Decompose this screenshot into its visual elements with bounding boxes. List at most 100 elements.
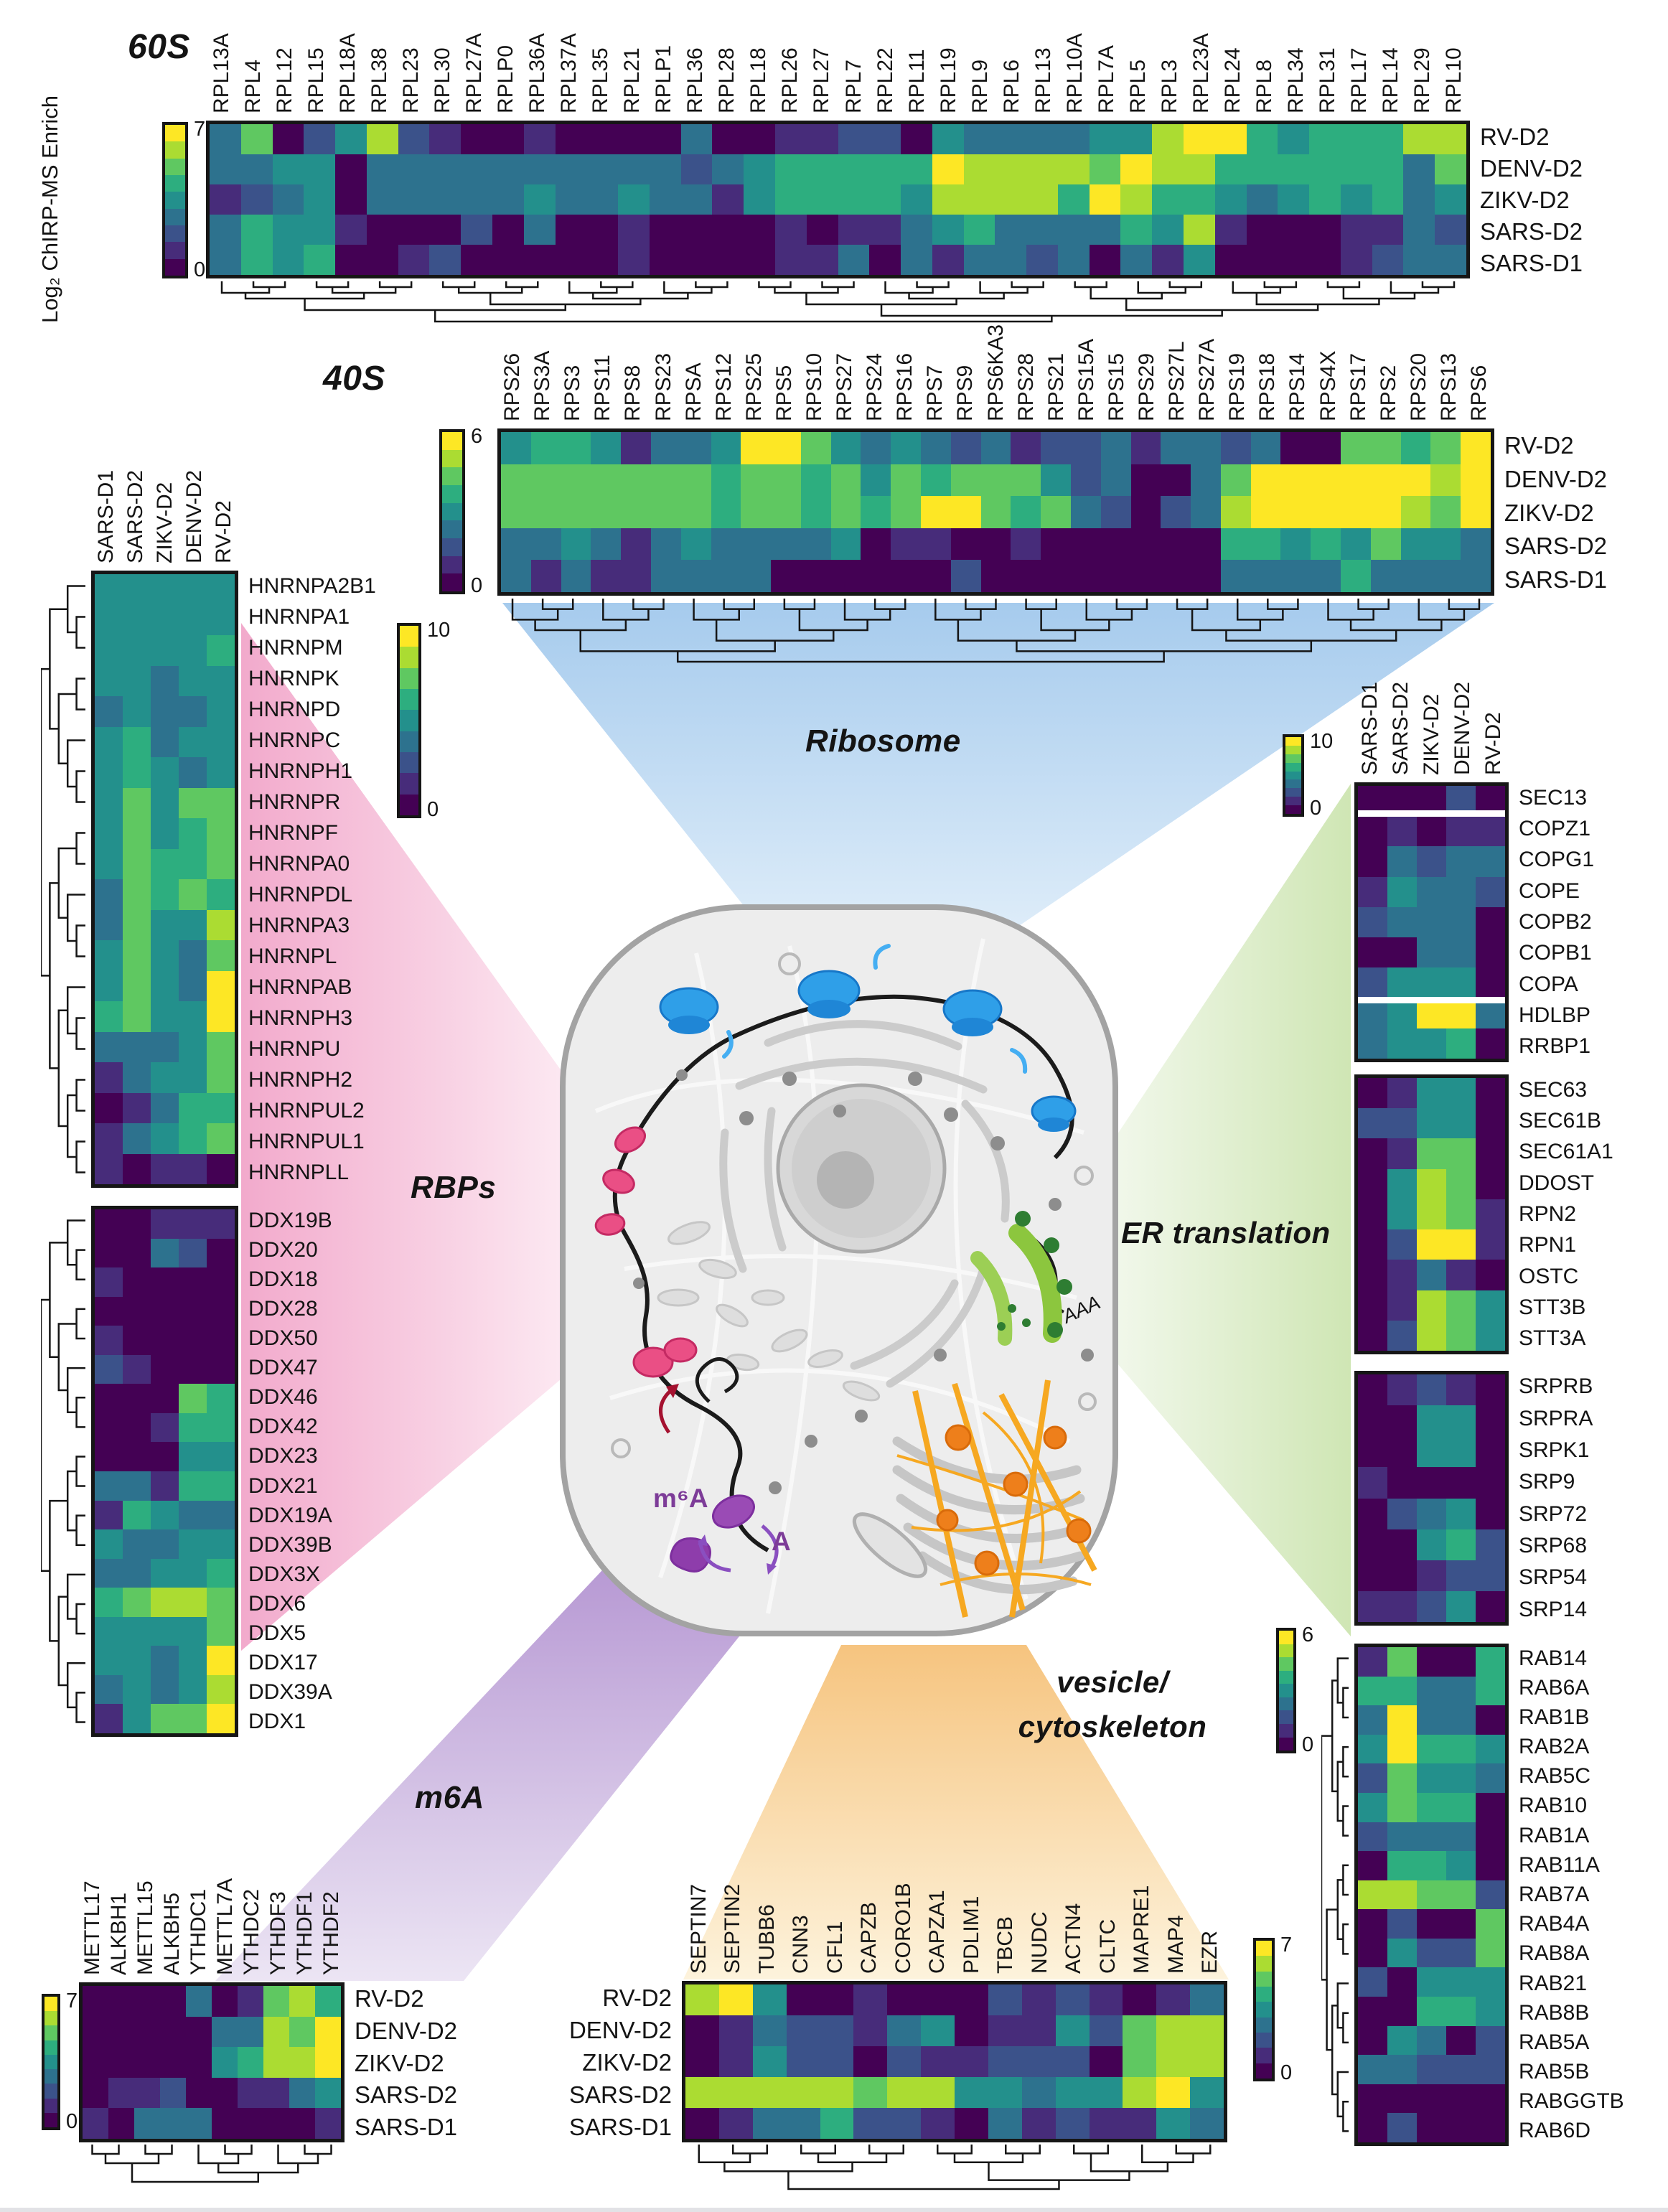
heatmap-cell (179, 1267, 207, 1297)
heatmap-cell (820, 2046, 854, 2077)
dendrogram (91, 2145, 332, 2183)
heatmap-cell (561, 464, 591, 497)
colorbar-40S (439, 429, 465, 594)
heatmap-cell (621, 432, 651, 464)
gene-label: HNRNPD (248, 697, 341, 721)
heatmap-cell (83, 2016, 108, 2048)
heatmap-cell (1358, 1967, 1387, 1997)
column-label: RPL27A (462, 33, 487, 113)
heatmap-cell (1070, 432, 1101, 464)
heatmap-cell (1358, 816, 1387, 847)
heatmap-cell (1476, 876, 1505, 907)
heatmap-cell (179, 1296, 207, 1326)
heatmap-cell (744, 184, 775, 215)
heatmap-cell (151, 1062, 179, 1093)
heatmap-cell (1400, 464, 1431, 497)
heatmap-cell (95, 1267, 123, 1297)
heatmap-cell (530, 432, 561, 464)
colorbar-RAB (1276, 1628, 1296, 1753)
column-label: RPL13 (1031, 47, 1055, 113)
heatmap-cell (186, 1986, 212, 2017)
gene-label: RAB21 (1519, 1971, 1588, 1995)
column-label: RPL7 (841, 59, 866, 113)
heatmap-cell (1417, 1851, 1446, 1880)
heatmap-cell (685, 2077, 719, 2108)
heatmap-cell (869, 215, 901, 245)
heatmap-cell (586, 154, 619, 184)
heatmap-cell (771, 528, 801, 561)
colorbar-axis-label: Log₂ ChIRP-MS Enrich (37, 95, 62, 323)
heatmap-SEC (1354, 1074, 1509, 1354)
gene-label: SRPK1 (1519, 1438, 1590, 1462)
heatmap-cell (680, 528, 711, 561)
heatmap-cell (685, 1984, 719, 2015)
heatmap-cell (1358, 1138, 1387, 1169)
column-label: RPL3 (1157, 59, 1181, 113)
heatmap-cell (95, 970, 123, 1001)
heatmap-cell (289, 2016, 315, 2048)
heatmap-cell (800, 528, 831, 561)
gene-label: SRP9 (1519, 1470, 1575, 1494)
heatmap-cell (461, 245, 492, 275)
gene-label: HNRNPDL (248, 882, 353, 906)
heatmap-SRP (1354, 1371, 1509, 1626)
gene-label: SRP54 (1519, 1565, 1588, 1590)
heatmap-cell (1191, 528, 1221, 561)
heatmap-cell (1309, 154, 1341, 184)
heatmap-cell (774, 154, 807, 184)
sample-label: SARS-D2 (355, 2081, 458, 2109)
heatmap-cell (988, 1984, 1022, 2015)
heatmap-cell (151, 1646, 179, 1675)
heatmap-cell (1387, 1199, 1417, 1230)
gene-label: COPB2 (1519, 910, 1592, 934)
heatmap-cell (1358, 937, 1387, 968)
heatmap-cell (932, 215, 964, 245)
heatmap-cell (1476, 816, 1505, 847)
heatmap-cell (151, 1296, 179, 1326)
heatmap-cell (921, 2015, 955, 2046)
heatmap-cell (1387, 1078, 1417, 1109)
heatmap-cell (901, 245, 932, 275)
heatmap-cell (1387, 1168, 1417, 1199)
column-label: RPL8 (1252, 59, 1276, 113)
heatmap-cell (887, 2108, 922, 2139)
heatmap-cell (1070, 560, 1101, 592)
heatmap-cell (95, 940, 123, 971)
heatmap-cell (1417, 1997, 1446, 2026)
a-site-label: A (772, 1527, 791, 1556)
column-label: RPL38 (367, 47, 392, 113)
heatmap-cell (1476, 846, 1505, 877)
heatmap-cell (123, 1558, 151, 1588)
column-label: RPS17 (1346, 352, 1370, 421)
heatmap-cell (1340, 124, 1372, 154)
heatmap-cell (1311, 432, 1341, 464)
heatmap-cell (741, 560, 772, 592)
heatmap-cell (240, 245, 273, 275)
heatmap-cell (591, 464, 622, 497)
heatmap-cell (1246, 124, 1278, 154)
heatmap-cell (1089, 154, 1121, 184)
heatmap-cell (123, 1616, 151, 1646)
heatmap-cell (1446, 1851, 1476, 1880)
gene-label: RAB5C (1519, 1764, 1591, 1789)
heatmap-cell (1476, 1997, 1505, 2026)
heatmap-cell (1089, 2077, 1123, 2108)
heatmap-cell (108, 2047, 134, 2078)
heatmap-cell (712, 184, 744, 215)
heatmap-cell (123, 1031, 151, 1062)
column-label: SARS-D1 (1357, 681, 1382, 775)
heatmap-cell (179, 1031, 207, 1062)
heatmap-cell (95, 1529, 123, 1559)
heatmap-cell (1190, 2046, 1224, 2077)
heatmap-cell (151, 1500, 179, 1530)
column-label: RPS16 (893, 352, 917, 421)
heatmap-cell (1476, 2113, 1505, 2142)
heatmap-cell (786, 2046, 820, 2077)
heatmap-cell (853, 2046, 888, 2077)
colorbar-tick-min: 0 (1310, 797, 1322, 820)
heatmap-cell (134, 1986, 160, 2017)
heatmap-cell (932, 184, 964, 215)
heatmap-cell (272, 154, 304, 184)
heatmap-cell (501, 432, 531, 464)
gene-label: SRP68 (1519, 1534, 1588, 1558)
